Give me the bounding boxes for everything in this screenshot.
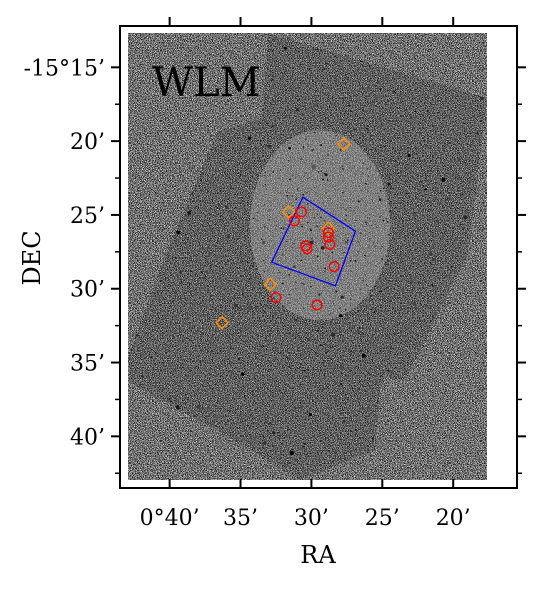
footprint-outline <box>270 196 357 287</box>
galaxy-glow <box>250 130 390 320</box>
y-tick-label: 35’ <box>70 352 105 377</box>
image-noise <box>128 33 487 480</box>
circle-marker <box>288 215 300 227</box>
circle-marker <box>328 261 340 273</box>
circle-marker <box>295 206 307 218</box>
y-tick-label: 25’ <box>70 204 105 229</box>
y-tick-label: 40’ <box>70 425 105 450</box>
circle-marker <box>311 299 323 311</box>
chart-title: WLM <box>152 60 261 106</box>
diamond-marker <box>281 204 296 220</box>
x-tick-label: 25’ <box>365 506 400 531</box>
galaxy-image <box>128 33 487 480</box>
circle-marker <box>270 292 282 304</box>
y-tick-label: -15°15’ <box>24 56 105 81</box>
circle-marker <box>324 238 336 250</box>
star-field <box>130 39 485 465</box>
diamond-marker <box>263 277 278 292</box>
x-tick-label: 0°40’ <box>140 506 200 531</box>
markers-layer <box>215 137 357 330</box>
diamond-marker <box>321 221 336 236</box>
y-axis-label: DEC <box>18 230 46 285</box>
x-tick-label: 30’ <box>294 506 329 531</box>
x-tick-label: 20’ <box>436 506 471 531</box>
y-tick-label: 30’ <box>70 278 105 303</box>
ticks-layer: 0°40’ 35’ 30’ 25’ 20’ -15°15’ 20’ 25’ 30’ 35’ 40’ <box>24 17 526 531</box>
circle-marker <box>301 243 313 255</box>
diamond-marker <box>215 315 230 330</box>
circle-marker <box>322 231 334 243</box>
x-tick-label: 35’ <box>223 506 258 531</box>
diamond-marker <box>336 137 352 152</box>
y-tick-label: 20’ <box>70 130 105 155</box>
circle-marker <box>322 227 334 239</box>
plot-frame <box>119 25 518 489</box>
x-axis-label: RA <box>300 541 336 569</box>
